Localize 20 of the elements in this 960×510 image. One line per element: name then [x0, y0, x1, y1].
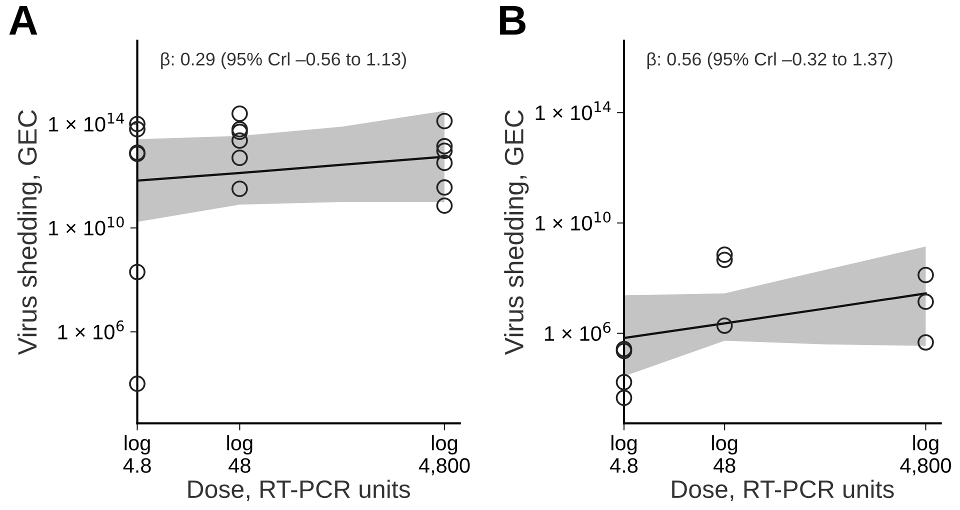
- x-tick-label: log 48: [227, 435, 252, 473]
- y-tick-label: 1 × 10$^{10}$: [49, 216, 124, 236]
- x-tick-label: log 48: [712, 435, 738, 473]
- annotation: β: 0.29 (95% Crl –0.56 to 1.13): [161, 52, 406, 70]
- chart-title: B: [500, 6, 526, 35]
- chart-title: A: [9, 6, 38, 35]
- y-tick-label: 1 × 10$^{6}$: [58, 320, 124, 340]
- y-axis-title: Virus shedding, GEC: [504, 110, 529, 355]
- x-tick-label: log 4,800: [900, 435, 951, 476]
- annotation: β: 0.56 (95% Crl –0.32 to 1.37): [647, 52, 892, 70]
- x-tick-label: log 4.8: [610, 435, 638, 473]
- x-axis-title: Dose, RT-PCR units: [672, 480, 894, 502]
- y-tick-label: 1 × 10$^{14}$: [49, 112, 124, 132]
- y-axis-title: Virus shedding, GEC: [17, 110, 42, 355]
- y-tick-label: 1 × 10$^{10}$: [536, 212, 611, 231]
- x-tick-label: log 4.8: [123, 435, 151, 473]
- x-axis-title: Dose, RT-PCR units: [188, 480, 410, 502]
- y-tick-label: 1 × 10$^{6}$: [545, 322, 611, 341]
- x-tick-label: log 4,800: [418, 435, 470, 476]
- y-tick-label: 1 × 10$^{14}$: [536, 101, 611, 120]
